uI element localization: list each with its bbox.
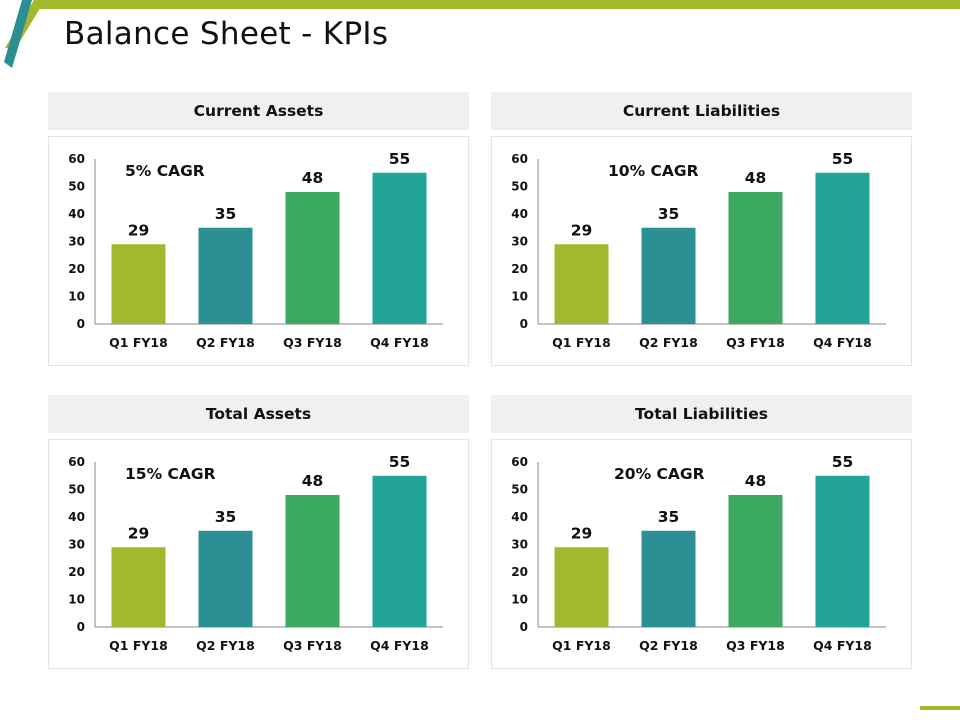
bar-q1-fy18 — [554, 547, 609, 627]
y-tick-label: 20 — [68, 262, 85, 276]
y-tick-label: 60 — [511, 152, 528, 166]
page-title: Balance Sheet - KPIs — [64, 16, 389, 52]
bar-q2-fy18 — [641, 227, 696, 324]
panel-header-current-assets: Current Assets — [48, 92, 469, 130]
x-tick-label: Q2 FY18 — [196, 638, 255, 653]
bar-q4-fy18 — [372, 475, 427, 627]
y-tick-label: 40 — [68, 207, 85, 221]
bar-value-label: 35 — [658, 508, 680, 526]
bar-value-label: 55 — [389, 150, 411, 168]
y-tick-label: 20 — [68, 565, 85, 579]
bottom-accent-bar — [920, 706, 960, 710]
y-tick-label: 0 — [77, 317, 85, 331]
bar-q1-fy18 — [111, 547, 166, 627]
bar-value-label: 55 — [832, 150, 854, 168]
bar-chart-current-assets: 0 10 20 30 40 50 60 29 Q1 FY18 35 Q2 FY18 48 Q3 FY18… — [68, 150, 443, 350]
y-tick-label: 40 — [68, 510, 85, 524]
y-tick-label: 10 — [511, 290, 528, 304]
bar-q2-fy18 — [198, 227, 253, 324]
y-tick-label: 30 — [511, 235, 528, 249]
bar-value-label: 29 — [571, 221, 593, 239]
bar-value-label: 55 — [832, 453, 854, 471]
x-tick-label: Q4 FY18 — [370, 638, 429, 653]
bar-value-label: 29 — [128, 524, 150, 542]
bar-value-label: 48 — [302, 169, 324, 187]
y-tick-label: 30 — [68, 538, 85, 552]
bar-q4-fy18 — [815, 475, 870, 627]
y-tick-label: 30 — [68, 235, 85, 249]
bar-value-label: 48 — [745, 472, 767, 490]
x-tick-label: Q1 FY18 — [109, 335, 168, 350]
bar-value-label: 35 — [658, 205, 680, 223]
cagr-annotation: 15% CAGR — [125, 465, 216, 483]
bar-value-label: 29 — [571, 524, 593, 542]
x-tick-label: Q1 FY18 — [552, 335, 611, 350]
y-tick-label: 20 — [511, 262, 528, 276]
bar-value-label: 29 — [128, 221, 150, 239]
y-tick-label: 50 — [68, 483, 85, 497]
y-tick-label: 30 — [511, 538, 528, 552]
cagr-annotation: 5% CAGR — [125, 162, 205, 180]
x-tick-label: Q2 FY18 — [639, 638, 698, 653]
chart-panel-total-liabilities: 0 10 20 30 40 50 60 29 Q1 FY18 35 Q2 FY18 48 Q3 FY18… — [491, 439, 912, 669]
x-tick-label: Q3 FY18 — [283, 335, 342, 350]
x-tick-label: Q4 FY18 — [370, 335, 429, 350]
panel-header-current-liabilities: Current Liabilities — [491, 92, 912, 130]
y-tick-label: 10 — [68, 290, 85, 304]
chart-panel-total-assets: 0 10 20 30 40 50 60 29 Q1 FY18 35 Q2 FY18 48 Q3 FY18… — [48, 439, 469, 669]
cagr-annotation: 20% CAGR — [614, 465, 705, 483]
top-accent-bar — [36, 0, 960, 9]
bar-q3-fy18 — [285, 192, 340, 324]
y-tick-label: 60 — [511, 455, 528, 469]
bar-q2-fy18 — [198, 530, 253, 627]
y-tick-label: 50 — [511, 180, 528, 194]
bar-value-label: 55 — [389, 453, 411, 471]
x-tick-label: Q1 FY18 — [552, 638, 611, 653]
bar-q1-fy18 — [554, 244, 609, 324]
y-tick-label: 40 — [511, 510, 528, 524]
x-tick-label: Q4 FY18 — [813, 638, 872, 653]
y-tick-label: 0 — [520, 620, 528, 634]
y-tick-label: 10 — [511, 593, 528, 607]
x-tick-label: Q3 FY18 — [283, 638, 342, 653]
y-tick-label: 50 — [68, 180, 85, 194]
bar-q3-fy18 — [728, 192, 783, 324]
bar-q4-fy18 — [815, 172, 870, 324]
bar-q3-fy18 — [285, 495, 340, 627]
bar-chart-current-liabilities: 0 10 20 30 40 50 60 29 Q1 FY18 35 Q2 FY18 48 Q3 FY18… — [511, 150, 886, 350]
bar-value-label: 35 — [215, 205, 237, 223]
bar-value-label: 48 — [302, 472, 324, 490]
bar-chart-total-assets: 0 10 20 30 40 50 60 29 Q1 FY18 35 Q2 FY18 48 Q3 FY18… — [68, 453, 443, 653]
y-tick-label: 0 — [77, 620, 85, 634]
y-tick-label: 40 — [511, 207, 528, 221]
chart-panel-current-assets: 0 10 20 30 40 50 60 29 Q1 FY18 35 Q2 FY18 48 Q3 FY18… — [48, 136, 469, 366]
bar-q3-fy18 — [728, 495, 783, 627]
bar-chart-total-liabilities: 0 10 20 30 40 50 60 29 Q1 FY18 35 Q2 FY18 48 Q3 FY18… — [511, 453, 886, 653]
y-tick-label: 0 — [520, 317, 528, 331]
x-tick-label: Q3 FY18 — [726, 335, 785, 350]
panel-header-total-assets: Total Assets — [48, 395, 469, 433]
chart-panel-current-liabilities: 0 10 20 30 40 50 60 29 Q1 FY18 35 Q2 FY18 48 Q3 FY18… — [491, 136, 912, 366]
y-tick-label: 20 — [511, 565, 528, 579]
x-tick-label: Q4 FY18 — [813, 335, 872, 350]
y-tick-label: 60 — [68, 455, 85, 469]
bar-value-label: 48 — [745, 169, 767, 187]
y-tick-label: 50 — [511, 483, 528, 497]
bar-q1-fy18 — [111, 244, 166, 324]
x-tick-label: Q2 FY18 — [639, 335, 698, 350]
y-tick-label: 10 — [68, 593, 85, 607]
bar-q2-fy18 — [641, 530, 696, 627]
panel-header-total-liabilities: Total Liabilities — [491, 395, 912, 433]
bar-value-label: 35 — [215, 508, 237, 526]
x-tick-label: Q1 FY18 — [109, 638, 168, 653]
bar-q4-fy18 — [372, 172, 427, 324]
y-tick-label: 60 — [68, 152, 85, 166]
x-tick-label: Q2 FY18 — [196, 335, 255, 350]
cagr-annotation: 10% CAGR — [608, 162, 699, 180]
x-tick-label: Q3 FY18 — [726, 638, 785, 653]
corner-stripes-decoration — [4, 0, 45, 68]
